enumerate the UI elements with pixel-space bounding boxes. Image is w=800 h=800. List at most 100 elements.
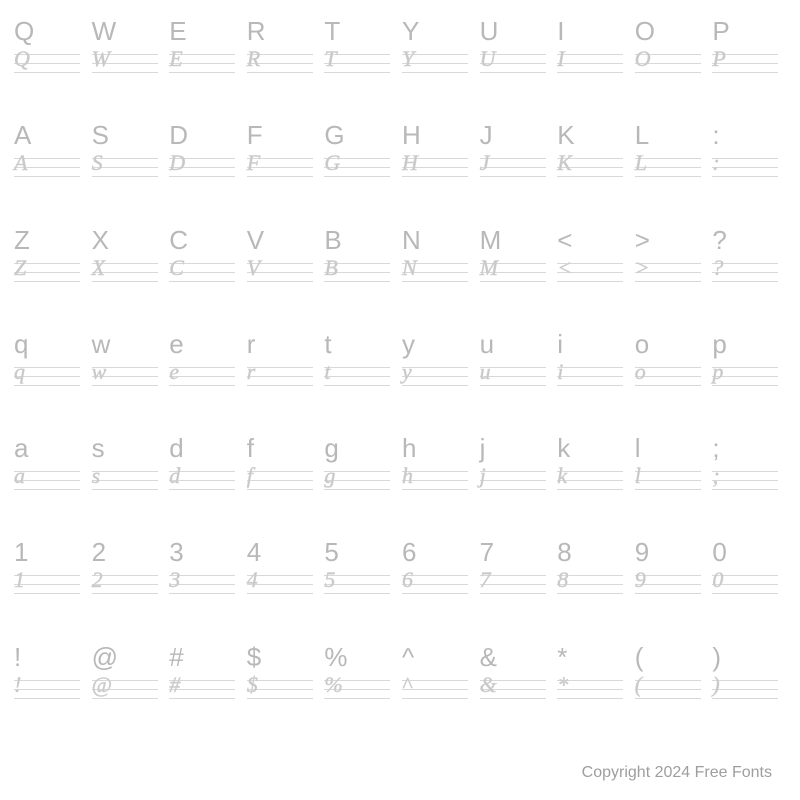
reference-character: ; bbox=[712, 431, 719, 465]
char-cell: NN bbox=[400, 219, 478, 323]
trace-character: G bbox=[324, 150, 341, 176]
guide-line-bot bbox=[324, 176, 390, 177]
guide-line-bot bbox=[480, 385, 546, 386]
reference-character: W bbox=[92, 14, 117, 48]
guide-line-mid bbox=[635, 689, 701, 690]
char-cell: 55 bbox=[322, 531, 400, 635]
trace-area: a bbox=[14, 467, 80, 493]
char-cell: 99 bbox=[633, 531, 711, 635]
trace-character: k bbox=[557, 463, 568, 489]
trace-character: 1 bbox=[14, 567, 26, 593]
char-cell: )) bbox=[710, 636, 788, 740]
char-cell: ee bbox=[167, 323, 245, 427]
char-cell: ss bbox=[90, 427, 168, 531]
char-cell: << bbox=[555, 219, 633, 323]
trace-character: C bbox=[169, 255, 185, 281]
guide-line-mid bbox=[247, 480, 313, 481]
trace-character: q bbox=[14, 359, 26, 385]
reference-character: % bbox=[324, 640, 347, 674]
trace-area: h bbox=[402, 467, 468, 493]
trace-area: d bbox=[169, 467, 235, 493]
char-cell: :: bbox=[710, 114, 788, 218]
reference-character: D bbox=[169, 118, 188, 152]
guide-line-mid bbox=[712, 689, 778, 690]
reference-character: Q bbox=[14, 14, 34, 48]
guide-line-bot bbox=[635, 593, 701, 594]
char-cell: qq bbox=[12, 323, 90, 427]
trace-area: u bbox=[480, 363, 546, 389]
trace-area: r bbox=[247, 363, 313, 389]
trace-character: M bbox=[480, 255, 499, 281]
guide-line-bot bbox=[402, 698, 468, 699]
char-cell: KK bbox=[555, 114, 633, 218]
trace-area: : bbox=[712, 154, 778, 180]
char-cell: 88 bbox=[555, 531, 633, 635]
trace-area: 7 bbox=[480, 571, 546, 597]
guide-line-bot bbox=[324, 281, 390, 282]
char-cell: DD bbox=[167, 114, 245, 218]
guide-line-bot bbox=[557, 72, 623, 73]
char-cell: JJ bbox=[478, 114, 556, 218]
trace-character: W bbox=[92, 46, 111, 72]
reference-character: ! bbox=[14, 640, 21, 674]
reference-character: f bbox=[247, 431, 254, 465]
reference-character: l bbox=[635, 431, 641, 465]
reference-character: g bbox=[324, 431, 338, 465]
trace-character: 5 bbox=[324, 567, 336, 593]
guide-line-bot bbox=[247, 176, 313, 177]
guide-line-bot bbox=[635, 698, 701, 699]
guide-line-top bbox=[557, 367, 623, 368]
guide-line-mid bbox=[92, 480, 158, 481]
guide-line-top bbox=[480, 471, 546, 472]
guide-line-bot bbox=[635, 489, 701, 490]
guide-line-bot bbox=[92, 593, 158, 594]
guide-line-bot bbox=[557, 176, 623, 177]
char-cell: && bbox=[478, 636, 556, 740]
trace-character: 7 bbox=[480, 567, 492, 593]
trace-character: & bbox=[480, 672, 498, 698]
char-cell: tt bbox=[322, 323, 400, 427]
trace-area: P bbox=[712, 50, 778, 76]
trace-character: r bbox=[247, 359, 257, 385]
char-cell: ^^ bbox=[400, 636, 478, 740]
reference-character: T bbox=[324, 14, 340, 48]
trace-character: 3 bbox=[169, 567, 181, 593]
guide-line-bot bbox=[14, 176, 80, 177]
guide-line-bot bbox=[402, 281, 468, 282]
trace-character: V bbox=[247, 255, 261, 281]
char-cell: EE bbox=[167, 10, 245, 114]
guide-line-bot bbox=[247, 72, 313, 73]
trace-area: U bbox=[480, 50, 546, 76]
guide-line-bot bbox=[557, 698, 623, 699]
reference-character: 1 bbox=[14, 535, 28, 569]
trace-area: D bbox=[169, 154, 235, 180]
guide-line-bot bbox=[324, 385, 390, 386]
trace-character: D bbox=[169, 150, 186, 176]
trace-area: > bbox=[635, 259, 701, 285]
char-cell: dd bbox=[167, 427, 245, 531]
trace-character: T bbox=[324, 46, 337, 72]
char-cell: II bbox=[555, 10, 633, 114]
trace-area: E bbox=[169, 50, 235, 76]
guide-line-bot bbox=[402, 176, 468, 177]
char-cell: 33 bbox=[167, 531, 245, 635]
trace-character: f bbox=[247, 463, 254, 489]
trace-area: O bbox=[635, 50, 701, 76]
trace-area: ; bbox=[712, 467, 778, 493]
guide-line-bot bbox=[169, 385, 235, 386]
trace-character: F bbox=[247, 150, 261, 176]
reference-character: t bbox=[324, 327, 331, 361]
trace-character: : bbox=[712, 150, 720, 176]
trace-area: A bbox=[14, 154, 80, 180]
reference-character: 2 bbox=[92, 535, 106, 569]
trace-character: p bbox=[712, 359, 724, 385]
reference-character: G bbox=[324, 118, 344, 152]
char-cell: (( bbox=[633, 636, 711, 740]
guide-line-bot bbox=[402, 385, 468, 386]
trace-character: O bbox=[635, 46, 652, 72]
reference-character: o bbox=[635, 327, 649, 361]
char-cell: XX bbox=[90, 219, 168, 323]
reference-character: ) bbox=[712, 640, 721, 674]
trace-character: U bbox=[480, 46, 497, 72]
guide-line-bot bbox=[169, 281, 235, 282]
